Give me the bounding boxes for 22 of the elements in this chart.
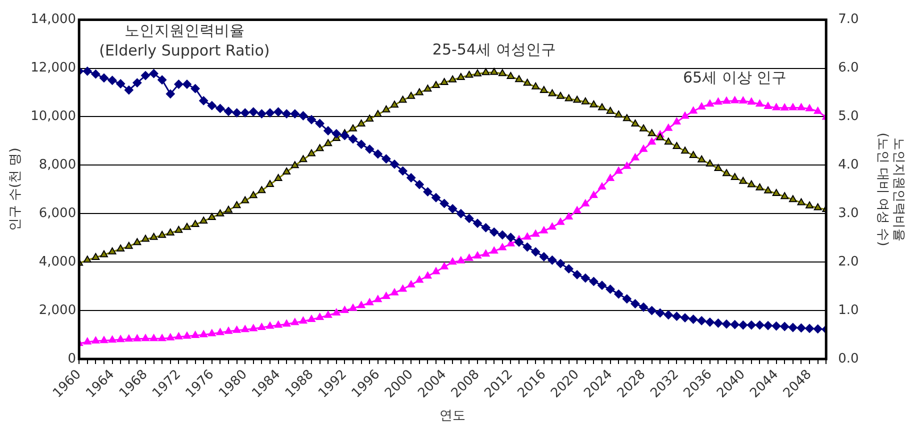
y2-tick-label: 3.0 bbox=[838, 206, 859, 221]
y-tick-label: 12,000 bbox=[30, 60, 76, 76]
y-tick-label: 4,000 bbox=[38, 254, 76, 270]
y-tick-label: 8,000 bbox=[38, 158, 76, 173]
series-label: 노인지원인력비율 (Elderly Support Ratio) bbox=[99, 22, 270, 60]
y-axis-title: 인구 수(천 명) bbox=[8, 148, 24, 232]
y-tick-label: 0 bbox=[68, 351, 76, 366]
y-tick-label: 14,000 bbox=[30, 12, 76, 28]
y2-tick-label: 0.0 bbox=[838, 351, 859, 366]
y2-tick-label: 7.0 bbox=[838, 12, 859, 28]
y2-axis-title: 노인지원인력비율 (노인 대비 여성 수) bbox=[875, 132, 906, 246]
y2-tick-label: 2.0 bbox=[838, 254, 859, 270]
y2-tick-label: 6.0 bbox=[838, 60, 859, 76]
y2-tick-label: 5.0 bbox=[838, 109, 859, 124]
y2-tick-label: 4.0 bbox=[838, 158, 859, 173]
series-label: 65세 이상 인구 bbox=[683, 68, 787, 87]
series-label: 25-54세 여성인구 bbox=[432, 40, 556, 58]
y-tick-label: 6,000 bbox=[38, 206, 76, 221]
y2-tick-label: 1.0 bbox=[838, 302, 859, 318]
y-tick-label: 10,000 bbox=[30, 109, 76, 124]
x-axis-title: 연도 bbox=[440, 408, 466, 424]
y-tick-label: 2,000 bbox=[38, 302, 76, 318]
